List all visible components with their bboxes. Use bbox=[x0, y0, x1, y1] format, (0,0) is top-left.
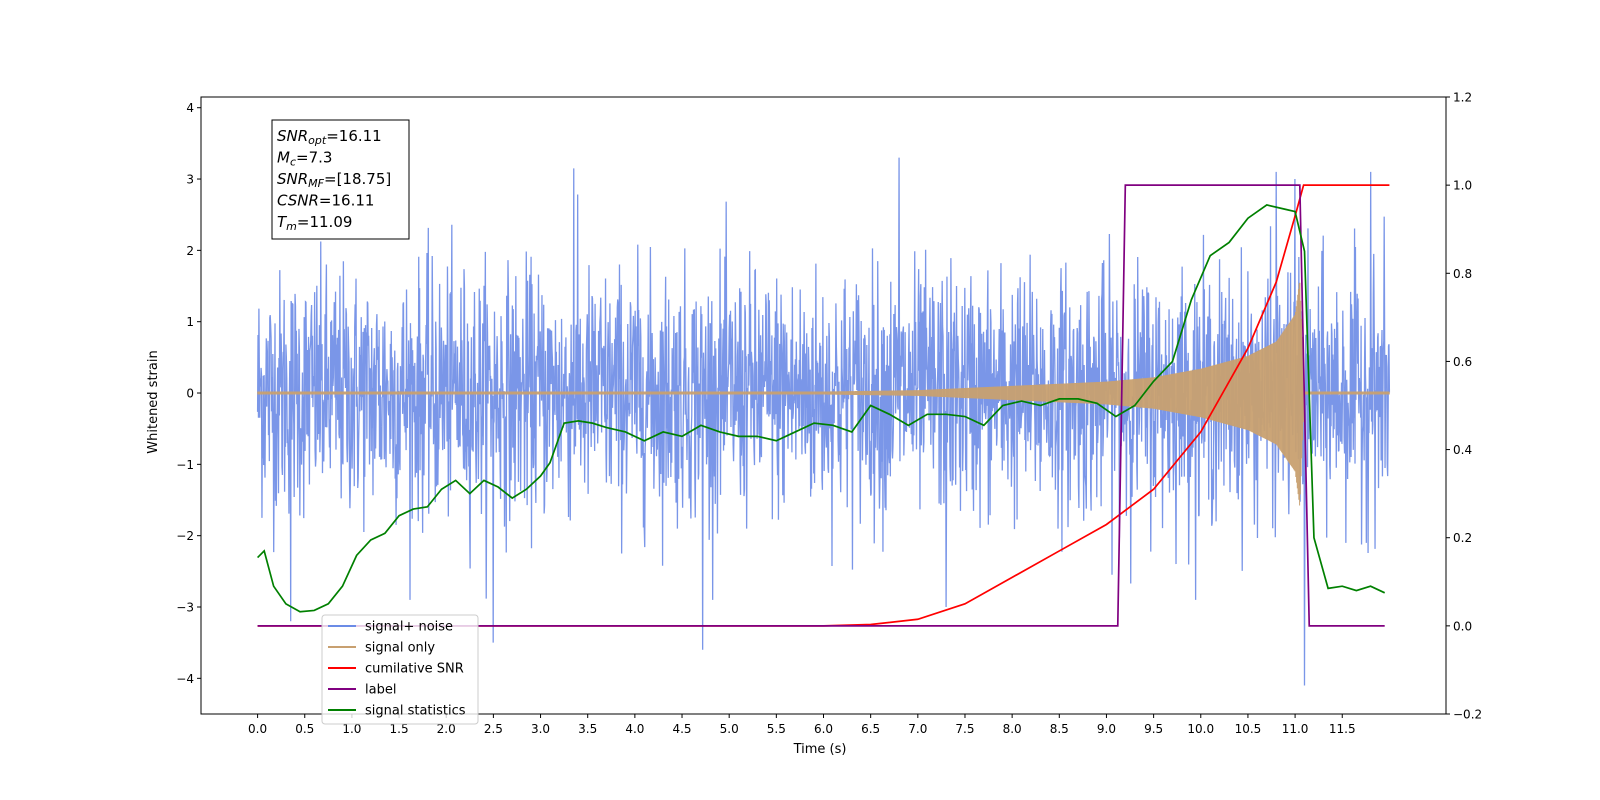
annotation-line: SNRMF=[18.75] bbox=[277, 170, 391, 190]
x-tick-label: 10.0 bbox=[1187, 722, 1214, 736]
legend-label: signal+ noise bbox=[365, 620, 453, 635]
x-tick-label: 5.5 bbox=[767, 722, 786, 736]
y-tick-label-right: 1.2 bbox=[1453, 91, 1472, 105]
legend-label: label bbox=[365, 683, 396, 698]
y-tick-label-left: 3 bbox=[186, 173, 194, 187]
x-tick-label: 5.0 bbox=[720, 722, 739, 736]
annotation-line: Mc=7.3 bbox=[277, 149, 332, 169]
x-tick-label: 2.0 bbox=[437, 722, 456, 736]
x-tick-label: 8.5 bbox=[1050, 722, 1069, 736]
x-tick-label: 4.0 bbox=[625, 722, 644, 736]
y-tick-label-right: 1.0 bbox=[1453, 179, 1472, 193]
x-tick-label: 9.5 bbox=[1144, 722, 1163, 736]
x-axis-label: Time (s) bbox=[793, 742, 847, 757]
x-tick-label: 11.0 bbox=[1282, 722, 1309, 736]
series-signal-only bbox=[257, 282, 1390, 506]
y-tick-label-right: −0.2 bbox=[1453, 708, 1482, 722]
y-tick-label-left: −2 bbox=[176, 529, 194, 543]
x-tick-label: 0.0 bbox=[248, 722, 267, 736]
y-tick-label-left: −3 bbox=[176, 601, 194, 615]
plot-area bbox=[256, 157, 1391, 686]
y-tick-label-right: 0.6 bbox=[1453, 355, 1472, 369]
x-tick-label: 11.5 bbox=[1329, 722, 1356, 736]
y-tick-label-right: 0.0 bbox=[1453, 619, 1472, 633]
y-tick-label-right: 0.4 bbox=[1453, 443, 1472, 457]
x-tick-label: 1.5 bbox=[390, 722, 409, 736]
legend-label: signal only bbox=[365, 641, 435, 656]
legend-frame bbox=[321, 614, 479, 725]
y-tick-label-left: −4 bbox=[176, 672, 194, 686]
x-tick-label: 6.5 bbox=[861, 722, 880, 736]
y-tick-label-left: 1 bbox=[186, 315, 194, 329]
x-tick-label: 1.0 bbox=[342, 722, 361, 736]
x-tick-label: 10.5 bbox=[1235, 722, 1262, 736]
legend-label: cumilative SNR bbox=[365, 662, 464, 677]
y-tick-label-left: 4 bbox=[186, 101, 194, 115]
y-tick-label-right: 0.8 bbox=[1453, 267, 1472, 281]
x-tick-label: 7.0 bbox=[908, 722, 927, 736]
annotation-line: Tm=11.09 bbox=[277, 213, 352, 233]
series-cumilative-snr bbox=[257, 184, 1390, 627]
y-tick-label-right: 0.2 bbox=[1453, 531, 1472, 545]
annotation-frame bbox=[271, 119, 410, 240]
legend-label: signal statistics bbox=[365, 704, 466, 719]
x-tick-label: 2.5 bbox=[484, 722, 503, 736]
x-tick-label: 0.5 bbox=[295, 722, 314, 736]
x-tick-label: 7.5 bbox=[955, 722, 974, 736]
legend: signal+ noise signal only cumilative SNR la… bbox=[321, 614, 479, 725]
x-tick-label: 9.0 bbox=[1097, 722, 1116, 736]
series-signal-statistics bbox=[256, 204, 1386, 613]
annotation-line: SNRopt=16.11 bbox=[277, 127, 382, 147]
series-label bbox=[257, 184, 1385, 627]
x-tick-label: 8.0 bbox=[1003, 722, 1022, 736]
y-tick-label-left: 2 bbox=[186, 244, 194, 258]
x-tick-label: 6.0 bbox=[814, 722, 833, 736]
annotation-line: CSNR=16.11 bbox=[277, 192, 374, 210]
y-tick-label-left: −1 bbox=[176, 458, 194, 472]
y-tick-label-left: 0 bbox=[186, 387, 194, 401]
y-axis-label: Whitened strain bbox=[146, 350, 161, 453]
x-tick-label: 4.5 bbox=[672, 722, 691, 736]
axes: 0.0 0.5 1.0 1.5 2.0 2.5 3.0 3.5 4.0 4.5 5.0 5.5 6.0 6… bbox=[176, 91, 1482, 737]
x-tick-label: 3.5 bbox=[578, 722, 597, 736]
x-tick-label: 3.0 bbox=[531, 722, 550, 736]
